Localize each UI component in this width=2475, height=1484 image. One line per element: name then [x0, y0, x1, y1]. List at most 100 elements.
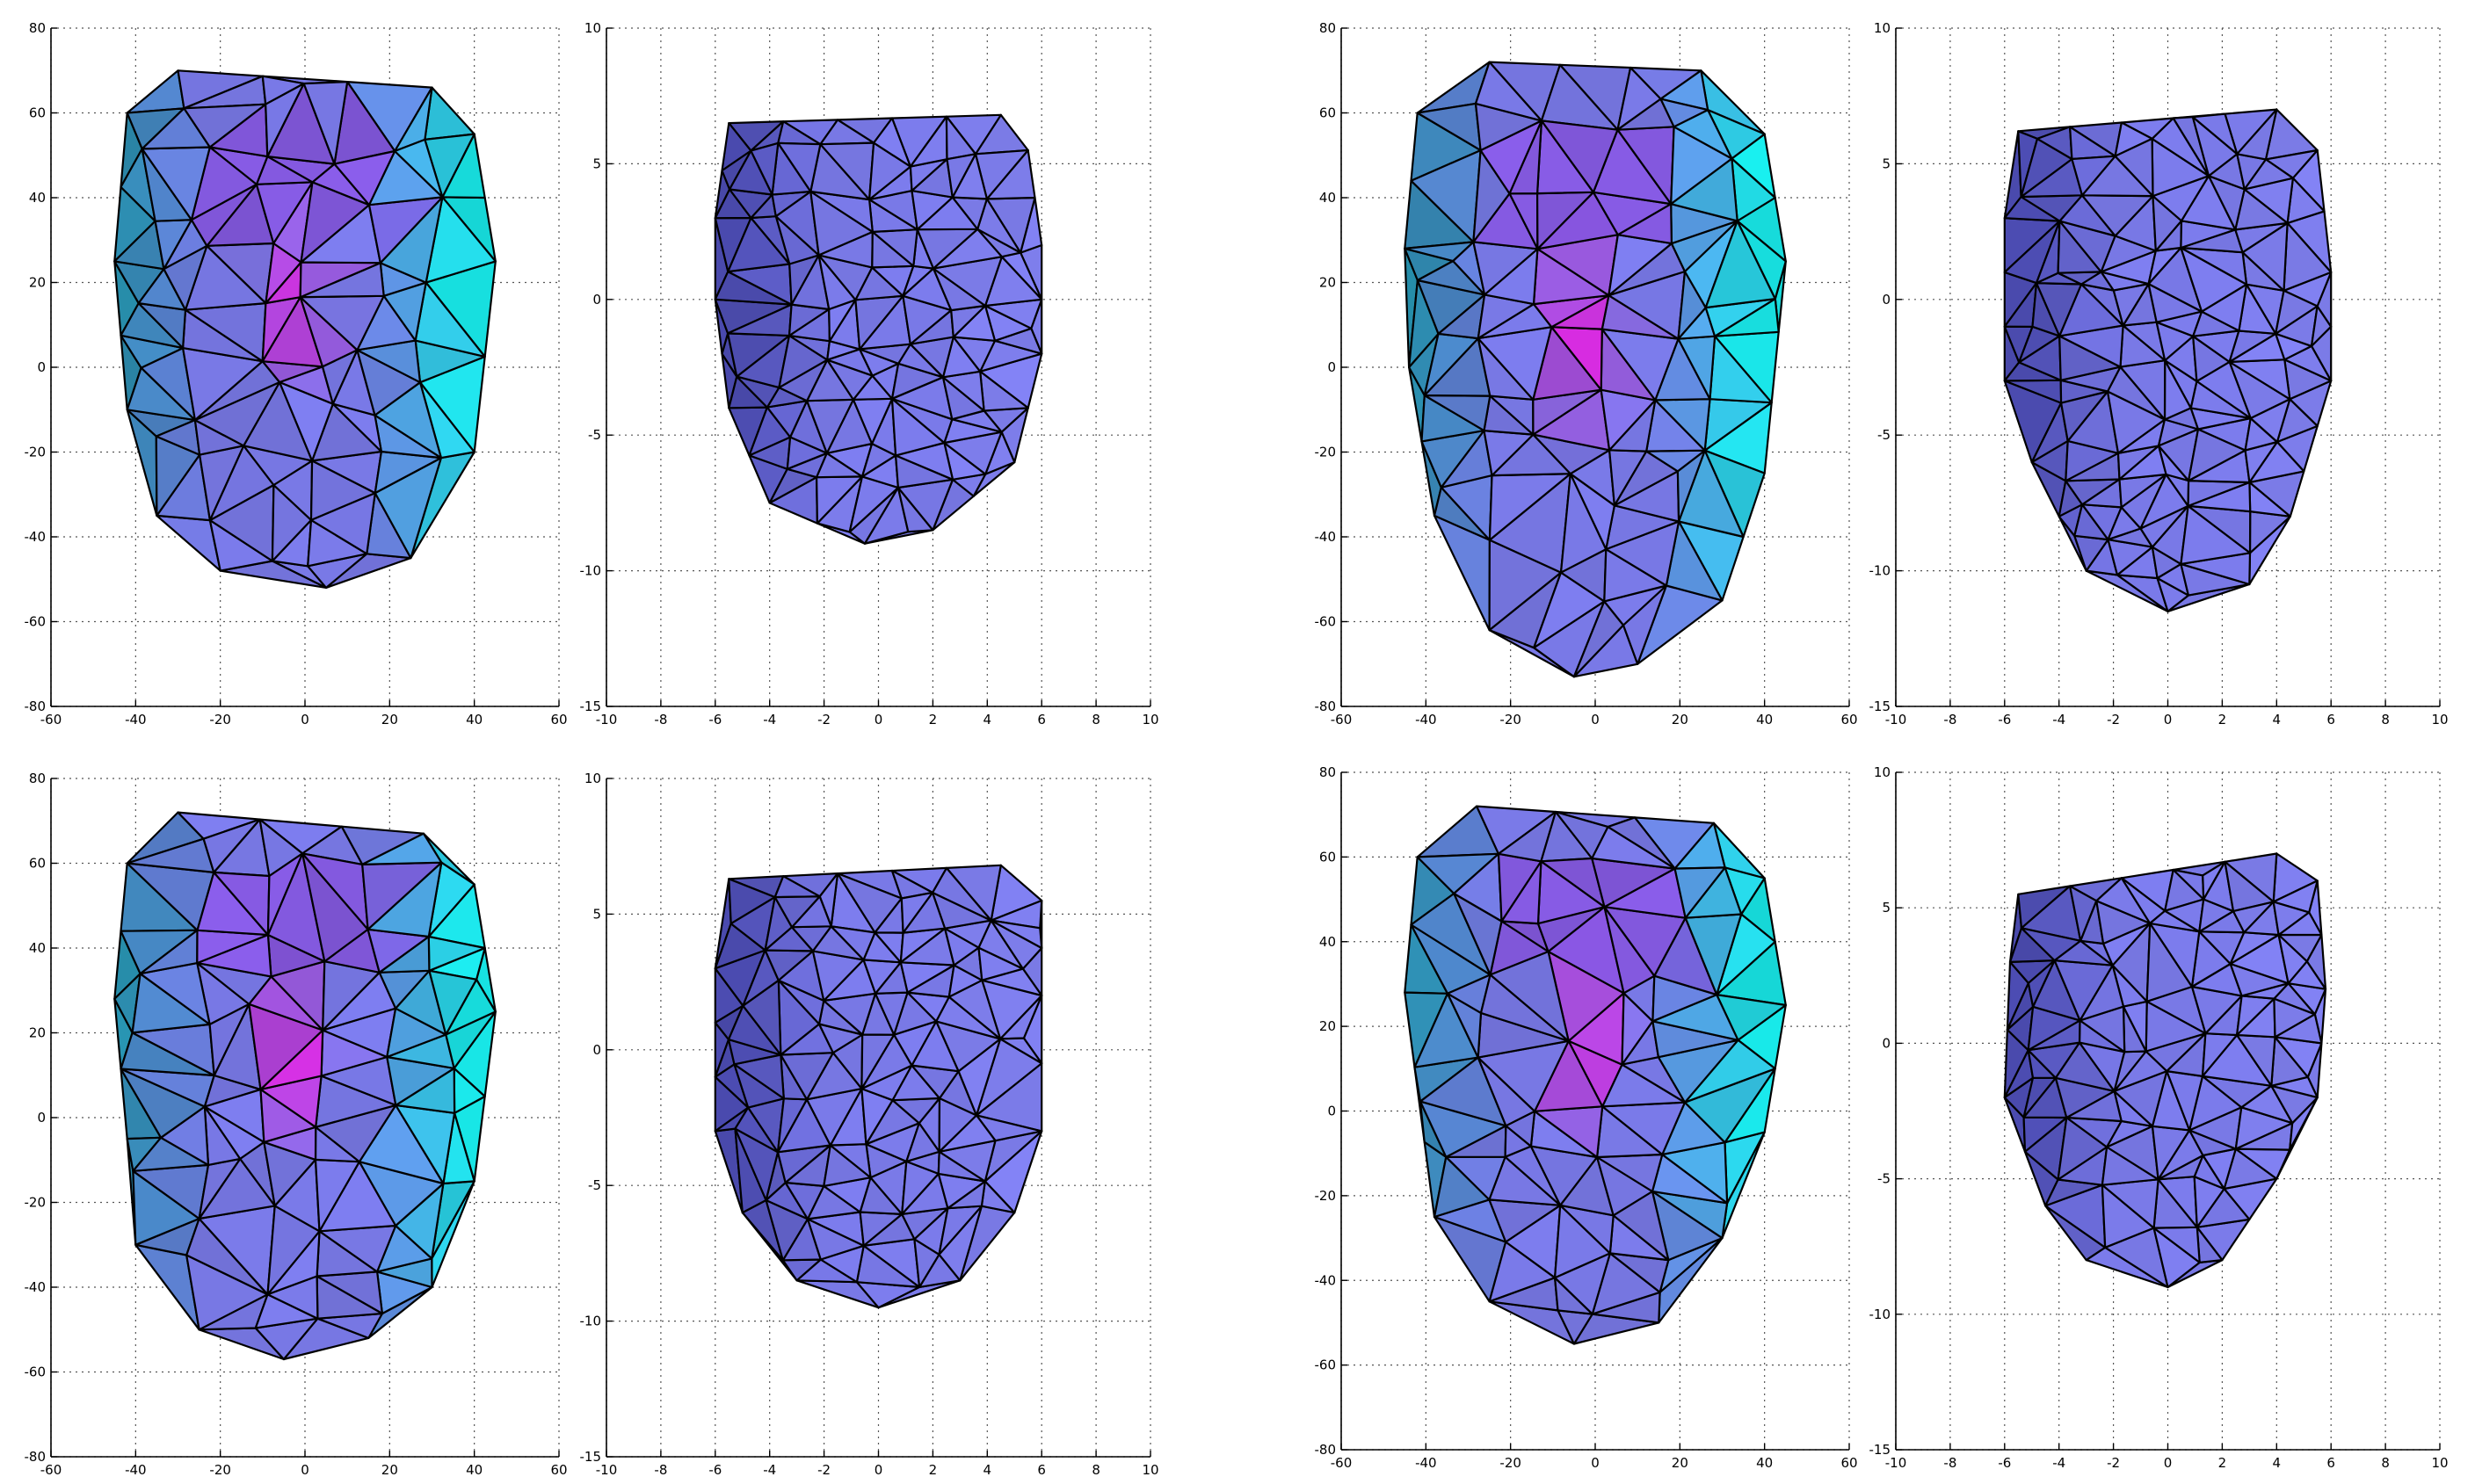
mesh-triangle: [990, 919, 1043, 950]
y-tick-label: 40: [29, 190, 46, 206]
x-tick-label: 10: [1142, 1462, 1158, 1478]
y-tick-label: 5: [1882, 900, 1891, 916]
x-tick-label: -6: [1998, 1455, 2011, 1471]
y-tick-label: -15: [580, 1449, 602, 1465]
x-tick-label: 2: [2218, 712, 2227, 728]
x-tick-label: -40: [1415, 1455, 1437, 1471]
x-tick-label: 8: [1092, 1462, 1100, 1478]
mesh-triangle: [2020, 927, 2082, 962]
x-tick-label: 6: [1037, 712, 1046, 728]
x-tick-label: -2: [817, 1462, 831, 1478]
y-tick-label: 80: [1319, 20, 1336, 36]
y-tick-label: -5: [588, 1177, 601, 1193]
mesh-triangle: [2071, 155, 2116, 197]
mesh-triangle: [394, 138, 444, 199]
x-tick-label: 0: [2164, 712, 2173, 728]
mesh-triangle: [773, 895, 821, 929]
x-tick-label: 8: [2381, 712, 2390, 728]
mesh-triangle: [900, 891, 934, 934]
x-tick-label: 60: [1840, 712, 1857, 728]
x-tick-label: -2: [2107, 712, 2120, 728]
x-tick-label: 0: [1591, 712, 1600, 728]
x-tick-label: 4: [983, 1462, 992, 1478]
x-tick-label: 8: [1092, 712, 1100, 728]
mesh-triangle: [302, 80, 349, 165]
x-tick-label: 0: [875, 712, 883, 728]
x-tick-label: -6: [1998, 712, 2011, 728]
x-tick-label: 0: [875, 1462, 883, 1478]
x-tick-label: -6: [708, 712, 722, 728]
y-tick-label: 0: [1882, 292, 1891, 308]
x-tick-label: 20: [1672, 1455, 1688, 1471]
y-tick-label: -15: [1869, 1442, 1891, 1458]
mesh-triangle: [2272, 901, 2311, 937]
x-tick-label: -20: [1499, 712, 1521, 728]
y-tick-label: 20: [29, 275, 46, 291]
x-tick-label: -20: [209, 712, 231, 728]
x-tick-label: -6: [708, 1462, 722, 1478]
y-tick-label: -80: [25, 699, 47, 714]
x-tick-label: -10: [596, 1462, 618, 1478]
x-tick-label: 2: [929, 712, 938, 728]
y-tick-label: 40: [1319, 934, 1336, 950]
mesh-triangle: [2275, 289, 2319, 335]
x-tick-label: -10: [596, 712, 618, 728]
mesh-triangle: [333, 149, 396, 206]
y-tick-label: 5: [1882, 156, 1891, 171]
y-tick-label: 0: [1327, 359, 1336, 375]
y-tick-label: 0: [37, 1110, 46, 1126]
x-tick-label: 40: [1756, 712, 1773, 728]
y-tick-label: -20: [25, 1195, 47, 1211]
x-tick-label: 4: [2273, 712, 2282, 728]
y-tick-label: 0: [592, 292, 601, 308]
x-tick-label: 20: [381, 712, 398, 728]
x-tick-label: 10: [1142, 712, 1158, 728]
x-tick-label: 10: [2431, 1455, 2448, 1471]
y-tick-label: 40: [29, 940, 46, 956]
y-tick-label: -10: [580, 563, 602, 579]
x-tick-label: 6: [2326, 1455, 2335, 1471]
y-tick-label: 5: [592, 156, 601, 171]
y-tick-label: -60: [1315, 1357, 1337, 1373]
y-tick-label: -80: [25, 1449, 47, 1465]
x-tick-label: -40: [125, 712, 147, 728]
x-tick-label: 6: [1037, 1462, 1046, 1478]
y-tick-label: 10: [1874, 764, 1891, 780]
mesh-triangle: [1659, 98, 1709, 128]
x-tick-label: 0: [301, 1462, 309, 1478]
mesh-triangle: [361, 832, 443, 866]
mesh-triangle: [202, 818, 261, 874]
mesh-triangle: [777, 141, 822, 193]
mesh-triangle: [2191, 112, 2239, 156]
x-tick-label: 2: [2218, 1455, 2227, 1471]
y-tick-label: -5: [1877, 1171, 1891, 1187]
y-tick-label: -10: [580, 1314, 602, 1329]
x-tick-label: -40: [1415, 712, 1437, 728]
y-tick-label: -40: [25, 529, 47, 545]
mesh-triangle: [2232, 901, 2275, 934]
x-tick-label: 40: [466, 1462, 483, 1478]
mesh-triangle: [1607, 816, 1676, 870]
mesh-triangle: [2236, 108, 2278, 161]
x-tick-label: 60: [550, 712, 567, 728]
y-tick-label: -40: [1315, 1272, 1337, 1288]
y-tick-label: -15: [1869, 699, 1891, 714]
mesh-triangle: [998, 1037, 1043, 1065]
x-tick-label: 0: [1591, 1455, 1600, 1471]
x-tick-label: -8: [654, 712, 667, 728]
x-tick-label: -60: [1331, 1455, 1353, 1471]
y-tick-label: -20: [1315, 1188, 1337, 1204]
y-tick-label: 20: [29, 1025, 46, 1041]
mesh-triangle: [1673, 866, 1726, 919]
x-tick-label: -8: [1943, 712, 1956, 728]
y-tick-label: -80: [1315, 1442, 1337, 1458]
y-tick-label: 0: [1882, 1035, 1891, 1051]
y-tick-label: -10: [1869, 563, 1891, 579]
y-tick-label: 60: [29, 856, 46, 872]
y-tick-label: 20: [1319, 1018, 1336, 1034]
